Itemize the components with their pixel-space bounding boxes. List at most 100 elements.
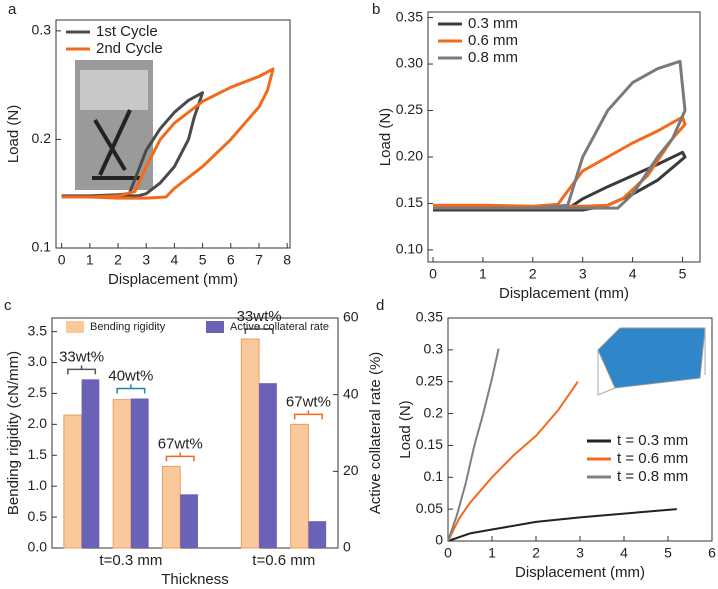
x-axis-label: Displacement (mm) [499, 285, 629, 302]
x-tick-label: 2 [532, 545, 540, 561]
annotation-label: 67wt% [286, 393, 331, 410]
surface-inset-frame [597, 328, 706, 396]
annotation-bracket [244, 325, 274, 335]
group-label: t=0.6 mm [252, 552, 315, 569]
x-tick-label: 7 [255, 252, 263, 268]
y-axis-label: Load (N) [397, 400, 414, 458]
y-tick-label: 0.2 [32, 130, 52, 146]
x-tick-label: 2 [529, 266, 537, 282]
x-tick-label: 1 [488, 545, 496, 561]
group-label: t=0.3 mm [99, 552, 162, 569]
x-tick-label: 0 [429, 266, 437, 282]
data-line [433, 59, 687, 210]
y2-tick-label: 60 [343, 309, 359, 325]
legend-label: Bending rigidity [90, 321, 166, 333]
y-tick-label: 0.35 [416, 309, 443, 325]
y-tick-label: 0.15 [396, 194, 423, 210]
legend-label: t = 0.6 mm [617, 450, 688, 467]
y-tick-label: 0.15 [416, 436, 443, 452]
y-tick-label: 0.25 [396, 101, 423, 117]
y-tick-label: 0.35 [396, 8, 423, 24]
x-tick-label: 2 [114, 252, 122, 268]
y-tick-label: 2.5 [28, 384, 48, 400]
bar [308, 521, 327, 548]
y-axis-label: Load (N) [5, 105, 22, 163]
x-axis-label: Displacement (mm) [108, 271, 238, 288]
photo-inset-detail [80, 70, 148, 110]
y-tick-label: 3.0 [28, 353, 48, 369]
legend-label: 0.8 mm [468, 49, 518, 66]
y-tick-label: 0 [435, 532, 443, 548]
bar [112, 399, 132, 549]
data-line [447, 348, 500, 542]
legend-swatch [206, 321, 224, 333]
bar [180, 494, 198, 548]
y-tick-label: 0.25 [416, 372, 443, 388]
legend-label: Active collateral rate [230, 321, 329, 333]
annotation-label: 67wt% [158, 435, 203, 452]
data-line [61, 67, 275, 200]
legend-swatch [66, 321, 84, 333]
x-tick-label: 3 [142, 252, 150, 268]
surface-inset [597, 327, 706, 389]
panel-label: a [8, 1, 17, 18]
x-tick-label: 5 [664, 545, 672, 561]
x-tick-label: 0 [444, 545, 452, 561]
y2-tick-label: 0 [343, 539, 351, 555]
legend-label: t = 0.8 mm [617, 468, 688, 485]
y-tick-label: 0.5 [28, 508, 48, 524]
bar [290, 423, 309, 549]
y-tick-label: 0.1 [424, 468, 444, 484]
bar [63, 414, 83, 549]
photo-inset-sample [92, 109, 140, 180]
bar [130, 398, 149, 548]
x-axis-label: Thickness [161, 571, 229, 588]
x-tick-label: 1 [479, 266, 487, 282]
x-tick-label: 8 [283, 252, 291, 268]
x-tick-label: 1 [86, 252, 94, 268]
panel-label: c [4, 297, 12, 314]
y-tick-label: 0.20 [396, 148, 423, 164]
y2-tick-label: 20 [343, 462, 359, 478]
y-tick-label: 0.30 [396, 55, 423, 71]
y-axis-label: Bending rigidity (cN/mm) [5, 351, 22, 515]
x-tick-label: 5 [199, 252, 207, 268]
annotation-bracket [165, 452, 195, 462]
x-tick-label: 6 [227, 252, 235, 268]
annotation-label: 33wt% [237, 308, 282, 325]
annotation-label: 33wt% [59, 348, 104, 365]
x-axis-label: Displacement (mm) [515, 564, 645, 581]
legend-label: t = 0.3 mm [617, 432, 688, 449]
y-tick-label: 1.5 [28, 446, 48, 462]
y-tick-label: 2.0 [28, 415, 48, 431]
y-tick-label: 0.05 [416, 500, 443, 516]
data-line [447, 381, 579, 542]
plot-frame [427, 11, 701, 263]
legend-label: 1st Cycle [96, 23, 158, 40]
legend-label: 2nd Cycle [96, 40, 163, 57]
y-tick-label: 0.3 [32, 22, 52, 38]
legend-label: 0.6 mm [468, 32, 518, 49]
y2-tick-label: 40 [343, 385, 359, 401]
x-tick-label: 3 [579, 266, 587, 282]
y-axis-label: Load (N) [377, 108, 394, 166]
annotation-bracket [67, 365, 97, 375]
plot-frame [55, 19, 291, 249]
y-tick-label: 1.0 [28, 477, 48, 493]
bar [161, 465, 181, 549]
annotation-label: 40wt% [108, 367, 153, 384]
x-tick-label: 5 [679, 266, 687, 282]
y-tick-label: 0.2 [424, 404, 444, 420]
data-line [432, 115, 687, 208]
x-tick-label: 4 [629, 266, 637, 282]
x-tick-label: 0 [58, 252, 66, 268]
y-tick-label: 0.0 [28, 539, 48, 555]
y-tick-label: 0.3 [424, 341, 444, 357]
x-tick-label: 4 [171, 252, 179, 268]
y-tick-label: 0.10 [396, 241, 423, 257]
annotation-bracket [293, 410, 323, 420]
bar [259, 383, 277, 548]
bar [81, 379, 100, 548]
y-tick-label: 3.5 [28, 322, 48, 338]
